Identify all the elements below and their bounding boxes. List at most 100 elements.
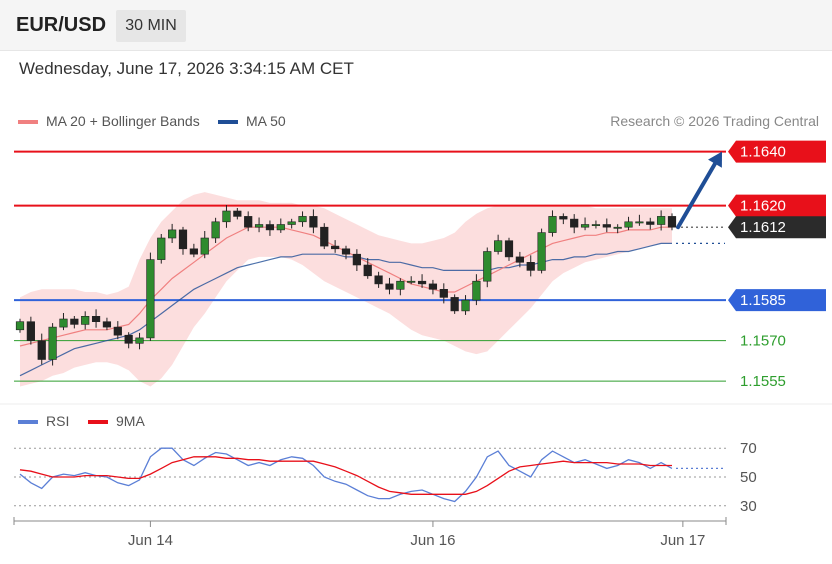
level-label-1.1620-text: 1.1620	[740, 198, 786, 215]
candle-body	[570, 218, 579, 228]
chart-datetime: Wednesday, June 17, 2026 3:34:15 AM CET	[19, 59, 354, 78]
candle-body	[287, 221, 296, 225]
projection-arrow-head	[708, 151, 722, 168]
candle-body	[559, 216, 568, 220]
candle-body	[472, 280, 481, 301]
candle-body	[178, 229, 188, 250]
candle-body	[635, 221, 644, 224]
candle-body	[374, 275, 383, 285]
candle-body	[200, 237, 209, 255]
candle-body	[135, 337, 144, 344]
copyright-note: Research © 2026 Trading Central	[610, 113, 819, 129]
candle-body	[37, 340, 46, 360]
rsi-panel: 70 50 30	[14, 440, 757, 515]
level-label-1.1570: 1.1570	[740, 333, 786, 350]
candle-body	[548, 216, 557, 233]
candle-body	[363, 264, 372, 277]
candle-body	[341, 248, 351, 255]
candle-body	[222, 210, 231, 223]
level-label-1.1585: 1.1585	[728, 289, 826, 312]
level-label-1.1640-flag	[728, 140, 826, 163]
candle-body	[417, 280, 427, 285]
candle-body	[504, 240, 514, 258]
projection-arrow-shaft	[676, 161, 717, 230]
legend-9ma: 9MA	[88, 413, 145, 429]
x-tick-label: Jun 17	[660, 532, 705, 549]
candle-body	[113, 326, 122, 336]
candle-body	[91, 315, 101, 322]
candle-body	[624, 221, 633, 228]
candle-body	[385, 283, 394, 290]
rsi-tick-50: 50	[740, 469, 757, 486]
legend-ma50-label: MA 50	[246, 113, 286, 129]
candle-body	[407, 280, 416, 283]
candle-body	[428, 283, 438, 290]
candle-body	[483, 251, 492, 282]
candle-body	[298, 216, 307, 223]
candle-body	[211, 221, 220, 239]
candle-body	[461, 299, 470, 312]
rsi-tick-70: 70	[740, 440, 757, 457]
ma20-swatch	[18, 120, 38, 125]
x-tick-label: Jun 16	[410, 532, 455, 549]
last-price-label-text: 1.1612	[740, 219, 786, 236]
candle-body	[48, 326, 57, 360]
candle-body	[276, 224, 285, 231]
legend-rsi-label: RSI	[46, 413, 70, 429]
candle-body	[309, 216, 318, 228]
candle-body	[59, 318, 68, 328]
candle-body	[102, 321, 112, 328]
candle-body	[602, 224, 611, 228]
candle-body	[244, 216, 253, 228]
level-label-1.1620: 1.1620	[728, 194, 826, 217]
candle-body	[494, 240, 503, 252]
level-label-1.1555: 1.1555	[740, 373, 786, 390]
candle-body	[254, 224, 264, 228]
legend-rsi: RSI	[18, 413, 69, 429]
rsi-swatch	[18, 420, 38, 425]
candle-body	[26, 321, 35, 341]
candle-body	[146, 259, 155, 339]
candle-body	[352, 253, 361, 266]
last-price-label: 1.1612	[728, 216, 826, 239]
candle-body	[265, 224, 275, 231]
candle-body	[396, 280, 405, 290]
candle-body	[233, 210, 242, 217]
candle-body	[124, 334, 133, 344]
candle-body	[70, 318, 79, 325]
level-lines-layer	[14, 150, 726, 382]
candle-body	[439, 288, 448, 298]
last-price-label-flag	[728, 216, 826, 239]
candle-body	[646, 221, 655, 225]
timeframe-badge[interactable]: 30 MIN	[116, 10, 186, 42]
level-label-1.1640: 1.1640	[728, 140, 826, 163]
candle-body	[591, 224, 601, 227]
projection-layer	[676, 151, 722, 230]
candle-body	[157, 237, 166, 260]
level-label-1.1640-text: 1.1640	[740, 144, 786, 161]
level-label-1.1585-flag	[728, 289, 826, 312]
legend-9ma-label: 9MA	[116, 413, 145, 429]
x-axis: Jun 14 Jun 16 Jun 17	[0, 403, 832, 549]
candle-body	[526, 261, 535, 271]
candle-body	[15, 321, 25, 331]
candle-body	[81, 315, 90, 325]
candles-layer	[15, 205, 725, 366]
legend-ma50: MA 50	[218, 113, 286, 129]
candle-body	[537, 232, 546, 271]
level-label-1.1620-flag	[728, 194, 826, 217]
candle-body	[189, 248, 198, 255]
candle-body	[168, 229, 177, 239]
rsi-tick-30: 30	[740, 498, 757, 515]
candle-body	[580, 224, 590, 228]
rsi-series-RSI	[19, 447, 673, 503]
level-label-1.1585-text: 1.1585	[740, 292, 786, 309]
ma9-swatch	[88, 420, 108, 425]
symbol-title: EUR/USD	[16, 14, 107, 36]
candle-body	[515, 256, 524, 263]
ma50-swatch	[218, 120, 238, 125]
candle-body	[657, 216, 666, 225]
candle-body	[667, 216, 677, 228]
legend-ma20: MA 20 + Bollinger Bands	[18, 113, 200, 129]
